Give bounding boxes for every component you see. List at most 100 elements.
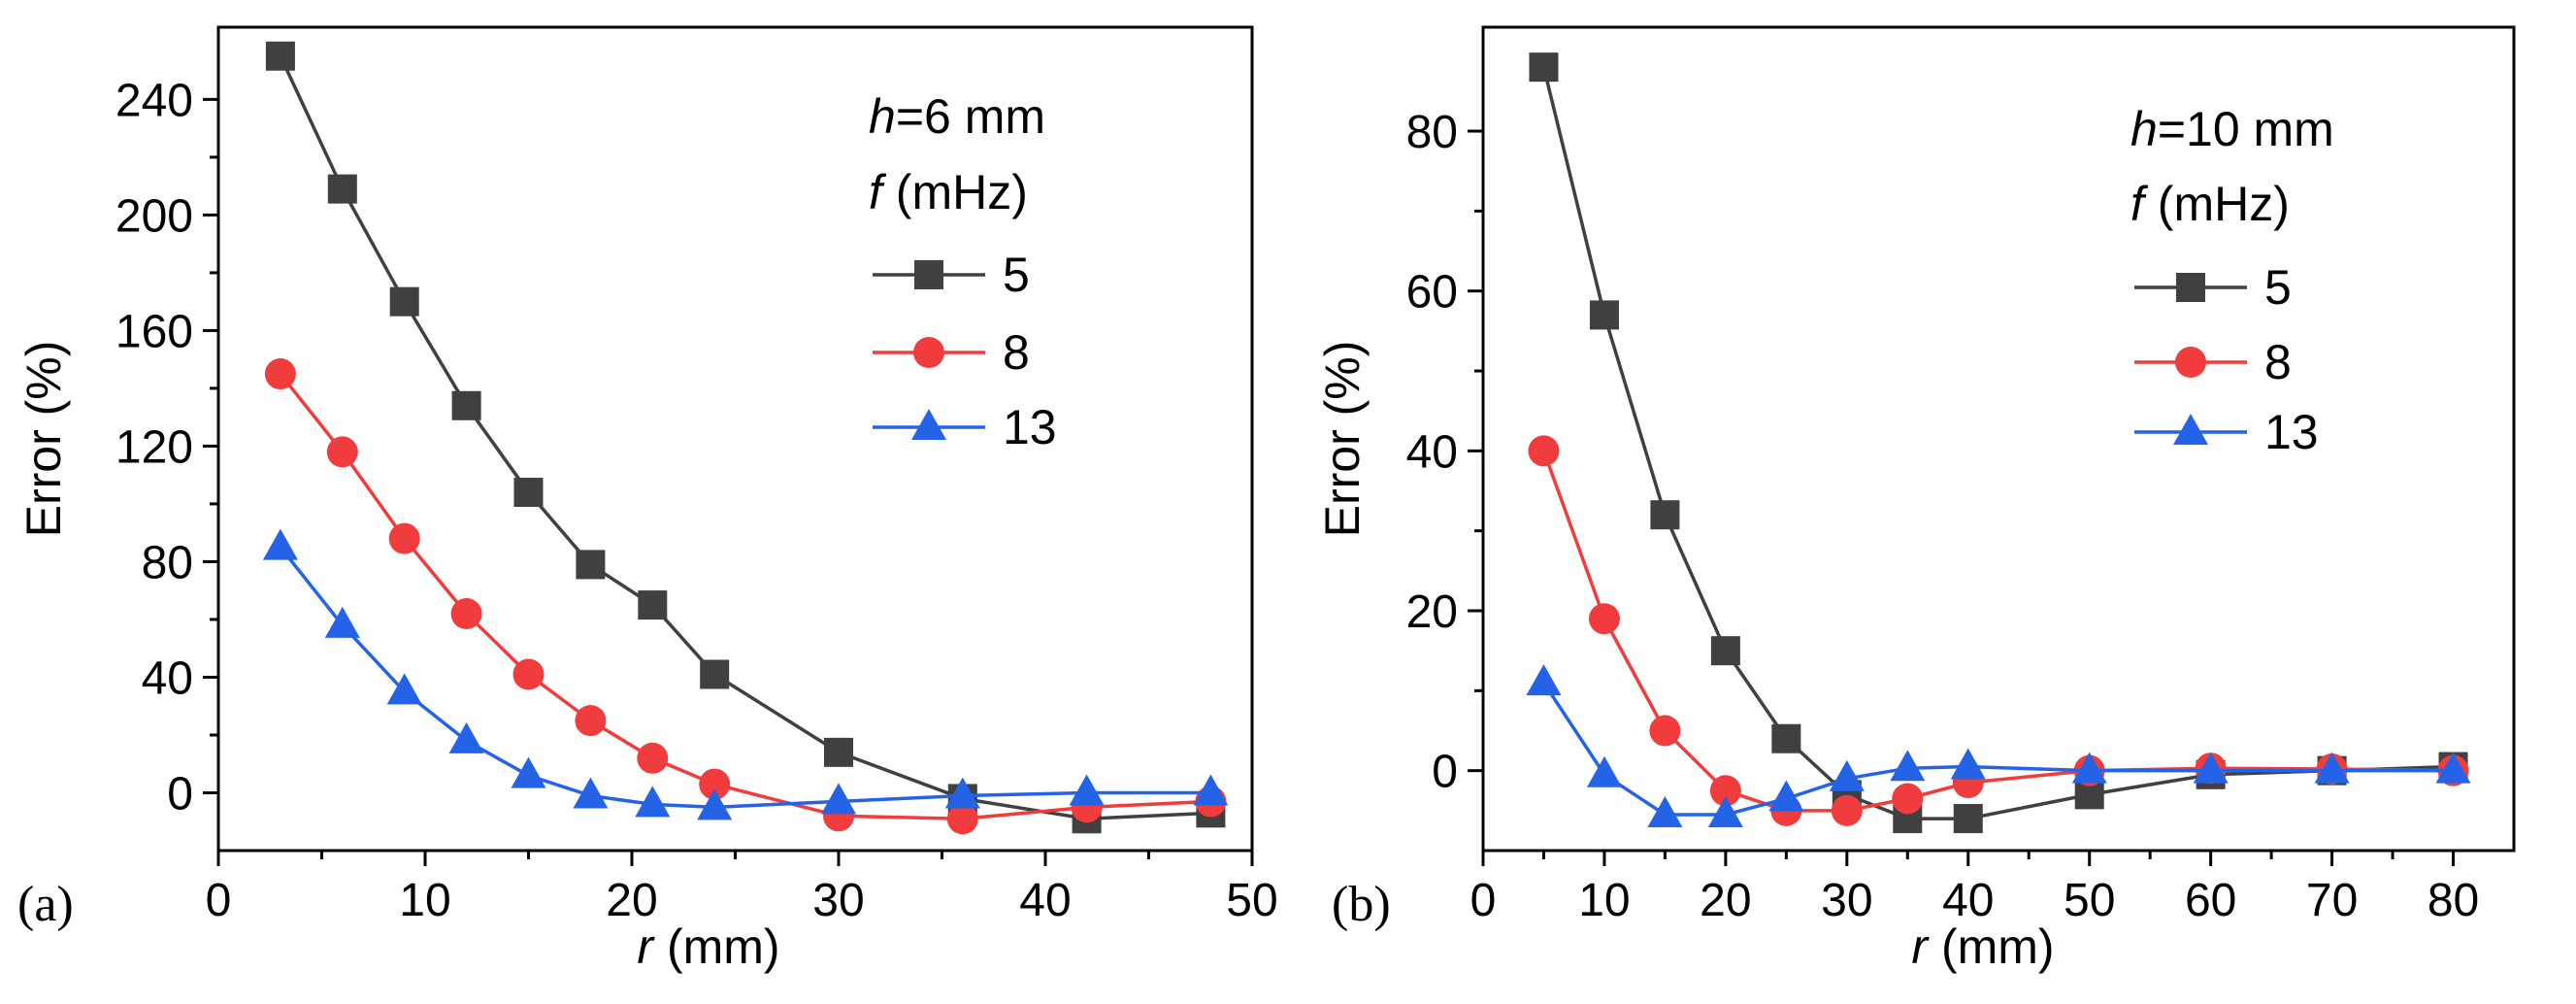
- x-axis-unit: (mm): [1928, 920, 2055, 974]
- data-point: [637, 742, 669, 774]
- legend-subtitle-unit: (mHz): [2144, 177, 2290, 231]
- data-point: [1589, 300, 1619, 330]
- legend-marker: [911, 409, 946, 440]
- data-point: [697, 788, 733, 820]
- x-tick-label: 20: [1700, 875, 1751, 926]
- legend-title-value: =6 mm: [896, 89, 1045, 144]
- data-point: [1768, 780, 1804, 812]
- y-tick-label: 80: [1406, 107, 1458, 158]
- y-axis-title: Error (%): [1315, 341, 1370, 538]
- x-tick-label: 40: [1019, 875, 1071, 926]
- x-axis-variable: r: [1911, 920, 1930, 974]
- series-line: [279, 546, 1211, 810]
- legend-title: h=6 mm: [869, 89, 1045, 144]
- legend-title: h=10 mm: [2130, 102, 2334, 156]
- data-point: [1707, 795, 1743, 827]
- legend-label: 13: [1003, 400, 1057, 454]
- data-point: [2193, 752, 2229, 784]
- legend-title-variable: h: [2130, 102, 2158, 156]
- legend-label: 8: [1003, 325, 1030, 380]
- data-point: [451, 390, 481, 420]
- x-tick-label: 30: [812, 875, 864, 926]
- legend-subtitle: f (mHz): [2130, 177, 2290, 231]
- legend-label: 13: [2264, 405, 2319, 459]
- data-point: [450, 598, 482, 630]
- x-tick-label: 70: [2306, 875, 2358, 926]
- x-tick-label: 40: [1942, 875, 1994, 926]
- data-point: [944, 777, 980, 809]
- data-point: [635, 786, 671, 818]
- plot-frame: [216, 25, 1254, 853]
- data-point: [327, 174, 357, 204]
- x-tick-label: 20: [606, 875, 657, 926]
- x-tick-label: 0: [1470, 875, 1497, 926]
- data-point: [1709, 775, 1741, 807]
- series-line: [1541, 450, 2454, 813]
- x-tick-label: 50: [2064, 875, 2115, 926]
- y-tick-label: 20: [1406, 586, 1458, 638]
- series-line: [1542, 682, 2454, 817]
- data-point: [326, 436, 358, 468]
- y-tick-label: 240: [116, 75, 193, 126]
- data-point: [389, 286, 419, 317]
- series-5: [265, 41, 1226, 834]
- y-axis-title: Error (%): [17, 341, 71, 538]
- data-point: [1953, 804, 1983, 834]
- x-tick-label: 10: [399, 875, 450, 926]
- legend-marker: [2175, 347, 2206, 378]
- series-13: [262, 528, 1229, 820]
- data-point: [1831, 794, 1863, 826]
- data-point: [1950, 748, 1986, 780]
- data-point: [1069, 774, 1105, 806]
- y-tick-label: 0: [167, 768, 193, 820]
- data-point: [513, 478, 544, 508]
- data-point: [1649, 715, 1681, 747]
- data-point: [1193, 774, 1229, 806]
- data-point: [1647, 795, 1683, 827]
- legend: h=10 mm f (mHz) 5 8 13: [2130, 102, 2334, 459]
- data-point: [821, 783, 856, 815]
- data-point: [262, 528, 298, 560]
- legend-marker: [913, 337, 944, 368]
- data-point: [1529, 52, 1559, 83]
- data-point: [448, 721, 484, 753]
- x-axis-title: r (mm): [637, 920, 779, 974]
- series-8: [264, 358, 1227, 835]
- legend-label: 5: [1003, 248, 1030, 302]
- legend-subtitle-unit: (mHz): [882, 165, 1028, 219]
- plot-frame: [1481, 25, 2516, 853]
- series-line: [279, 55, 1211, 821]
- data-point: [1650, 500, 1680, 530]
- data-point: [1710, 636, 1740, 666]
- series-line: [279, 372, 1211, 821]
- data-point: [576, 550, 606, 580]
- data-point: [700, 659, 730, 689]
- x-tick-label: 80: [2427, 875, 2479, 926]
- panel-label: (b): [1332, 877, 1391, 932]
- data-point: [699, 768, 731, 800]
- data-point: [573, 777, 609, 809]
- data-point: [1892, 783, 1924, 815]
- x-tick-label: 50: [1226, 875, 1277, 926]
- y-tick-label: 0: [1432, 747, 1458, 798]
- chart-panel-a: 0 10 20 30 40 50 0 40 80 120 160 200 240 r (mm) Error …: [17, 25, 1278, 974]
- y-tick-label: 160: [116, 306, 193, 357]
- data-point: [511, 756, 546, 788]
- x-axis-variable: r: [637, 920, 655, 974]
- series-13: [1526, 664, 2471, 827]
- legend-marker: [2173, 414, 2208, 445]
- y-tick-label: 60: [1406, 267, 1458, 318]
- data-point: [2071, 752, 2107, 784]
- legend: h=6 mm f (mHz) 5 8 13: [869, 89, 1057, 454]
- legend-subtitle: f (mHz): [869, 165, 1028, 219]
- data-point: [264, 358, 296, 390]
- data-point: [638, 590, 668, 620]
- panel-label: (a): [17, 877, 74, 932]
- data-point: [386, 673, 422, 705]
- data-point: [1528, 435, 1560, 467]
- data-point: [324, 606, 360, 638]
- y-tick-label: 40: [142, 653, 193, 704]
- legend-marker: [2176, 273, 2205, 302]
- x-tick-label: 10: [1578, 875, 1630, 926]
